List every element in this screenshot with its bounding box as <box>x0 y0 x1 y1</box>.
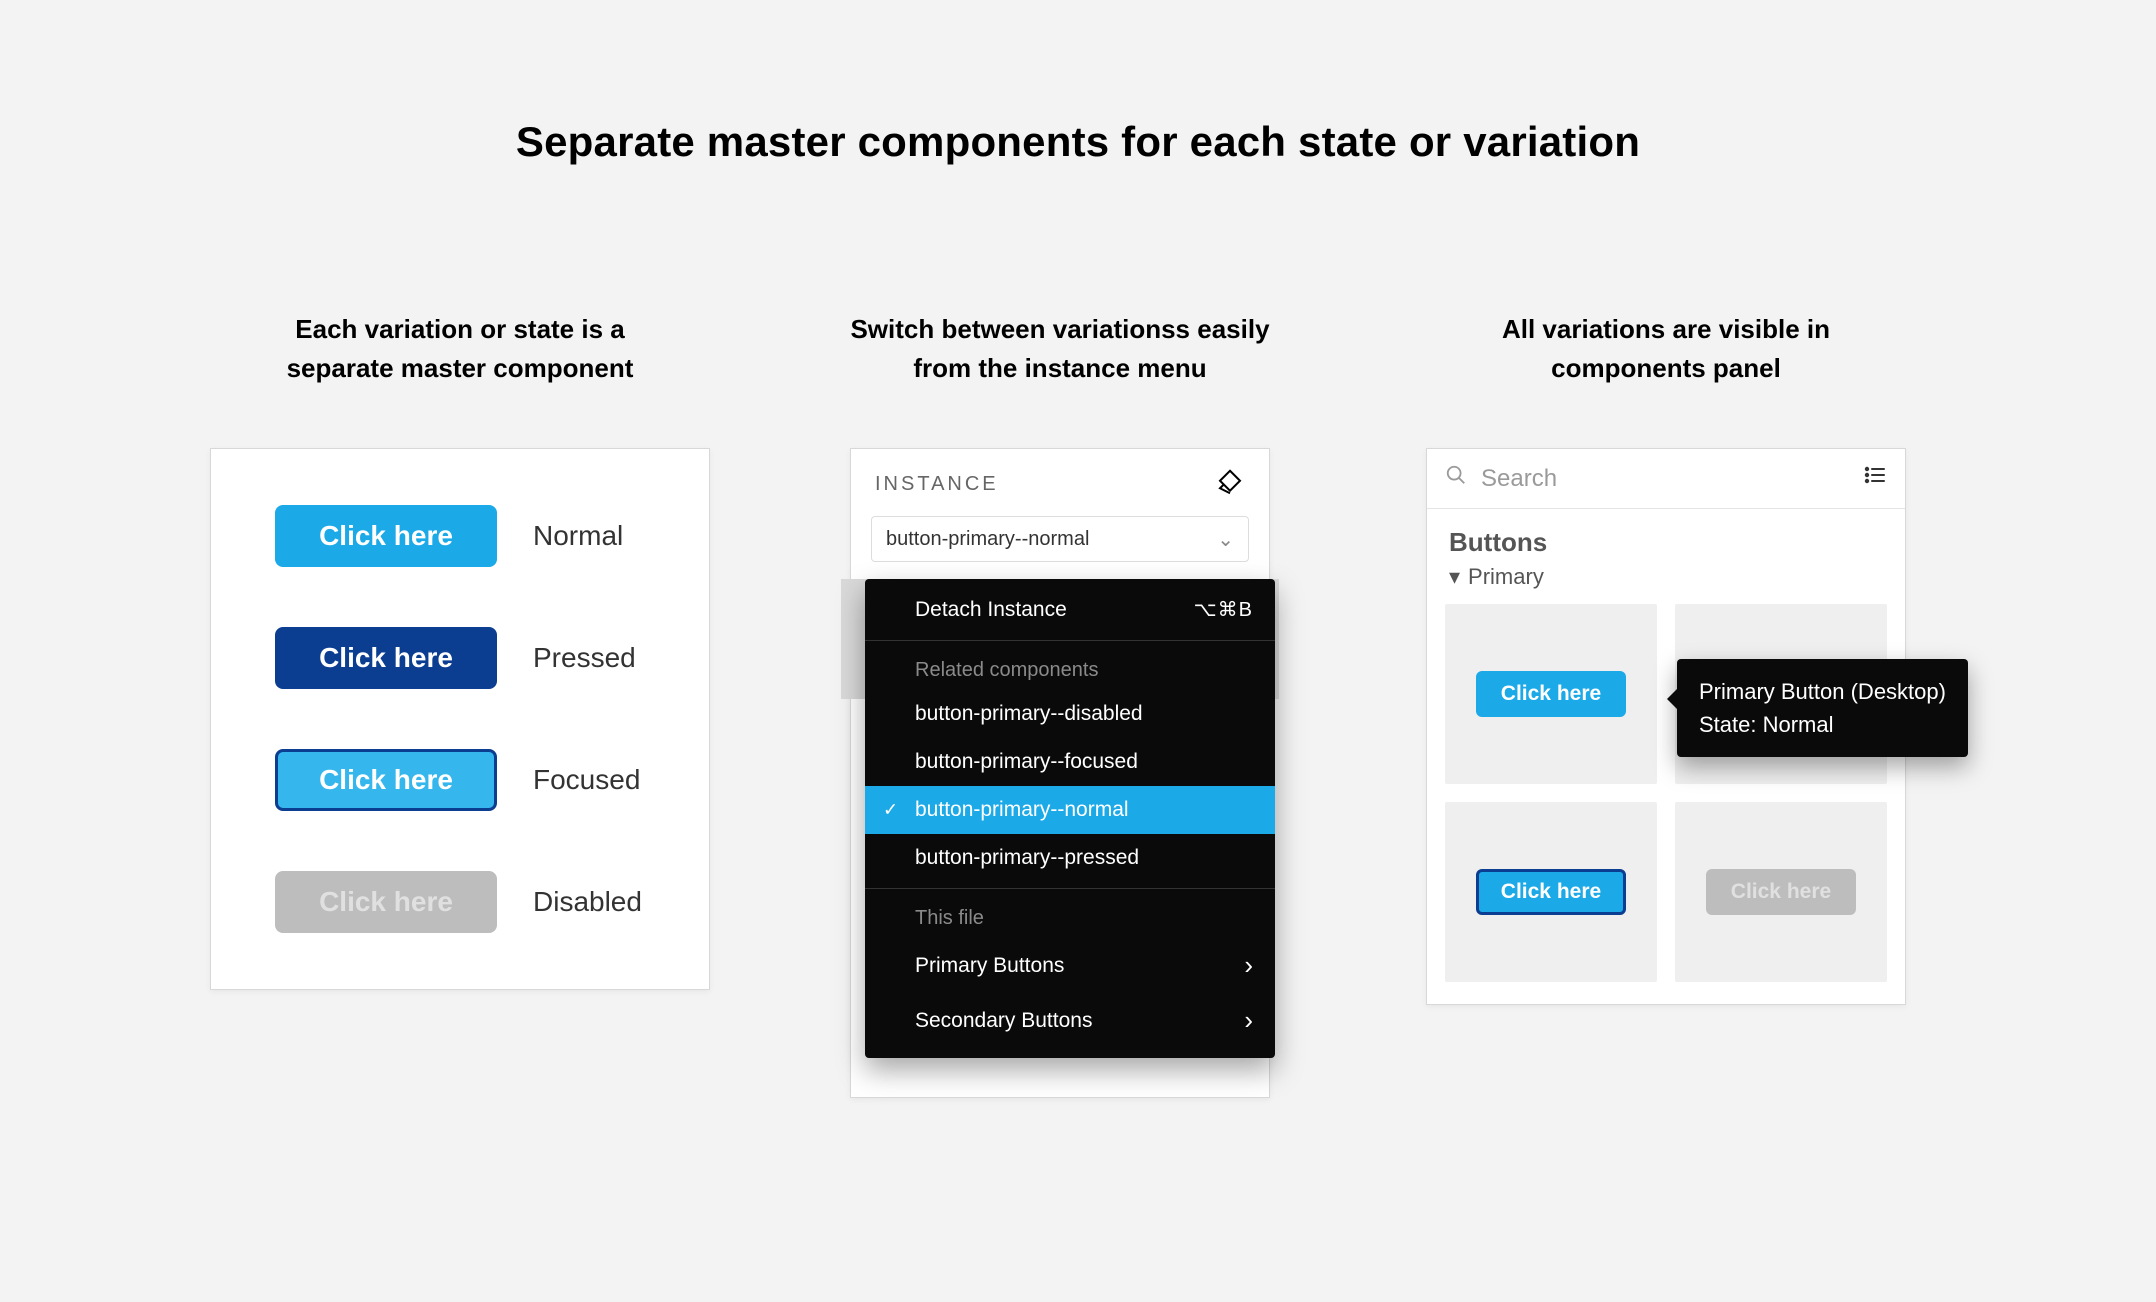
menu-separator <box>865 888 1275 889</box>
column-title-line1: All variations are visible in <box>1502 314 1830 344</box>
thumbnail-button: Click here <box>1476 671 1626 717</box>
tree-item-primary[interactable]: ▾ Primary <box>1427 564 1905 604</box>
component-tooltip: Primary Button (Desktop) State: Normal <box>1677 659 1968 757</box>
example-button-disabled[interactable]: Click here <box>275 871 497 933</box>
component-thumbnail[interactable]: Click here <box>1445 802 1657 982</box>
state-label: Focused <box>533 764 640 796</box>
menu-item-label: Detach Instance <box>915 598 1067 622</box>
section-title: Buttons <box>1427 509 1905 564</box>
instance-select[interactable]: button-primary--normal ⌄ <box>871 516 1249 562</box>
menu-item-label: Primary Buttons <box>915 954 1064 978</box>
menu-item-folder[interactable]: Primary Buttons › <box>865 938 1275 993</box>
state-row: Click here Pressed <box>275 627 665 689</box>
menu-item-label: button-primary--focused <box>915 750 1138 774</box>
state-row: Click here Normal <box>275 505 665 567</box>
check-icon: ✓ <box>883 800 898 821</box>
column-title-line1: Each variation or state is a <box>295 314 624 344</box>
menu-item-component[interactable]: button-primary--disabled <box>865 690 1275 738</box>
menu-item-folder[interactable]: Secondary Buttons › <box>865 993 1275 1048</box>
instance-select-value: button-primary--normal <box>886 528 1089 551</box>
thumbnail-button: Click here <box>1706 869 1856 915</box>
menu-item-label: button-primary--normal <box>915 798 1129 822</box>
column-title: Switch between variationss easily from t… <box>850 310 1270 388</box>
menu-item-label: button-primary--pressed <box>915 846 1139 870</box>
menu-item-label: button-primary--disabled <box>915 702 1143 726</box>
instance-header: INSTANCE <box>851 449 1269 516</box>
chevron-right-icon: › <box>1244 950 1253 981</box>
column-title-line2: from the instance menu <box>913 353 1206 383</box>
menu-item-component[interactable]: button-primary--focused <box>865 738 1275 786</box>
components-panel: Search Buttons ▾ Primary Click here Click… <box>1426 448 1906 1005</box>
state-label: Disabled <box>533 886 642 918</box>
column-components: All variations are visible in components… <box>1426 310 1906 1005</box>
menu-item-component[interactable]: button-primary--pressed <box>865 834 1275 882</box>
column-title: All variations are visible in components… <box>1426 310 1906 388</box>
tree-item-label: Primary <box>1468 564 1544 590</box>
column-instance: Switch between variationss easily from t… <box>850 310 1270 1098</box>
column-title-line2: separate master component <box>287 353 634 383</box>
menu-heading-related: Related components <box>865 647 1275 690</box>
instance-panel: INSTANCE button-primary--normal ⌄ Detach… <box>850 448 1270 1098</box>
component-instance-icon[interactable] <box>1215 467 1245 502</box>
chevron-down-icon: ⌄ <box>1217 527 1234 552</box>
menu-item-component[interactable]: ✓ button-primary--normal <box>865 786 1275 834</box>
keyboard-shortcut: ⌥⌘B <box>1194 597 1253 622</box>
states-panel: Click hereNormalClick herePressedClick h… <box>210 448 710 990</box>
column-title-line1: Switch between variationss easily <box>850 314 1269 344</box>
search-icon[interactable] <box>1445 464 1467 493</box>
menu-heading-this-file: This file <box>865 895 1275 938</box>
component-thumbnail[interactable]: Click here <box>1675 802 1887 982</box>
menu-item-label: Secondary Buttons <box>915 1009 1092 1033</box>
state-row: Click here Focused <box>275 749 665 811</box>
state-row: Click here Disabled <box>275 871 665 933</box>
page-title: Separate master components for each stat… <box>0 118 2156 166</box>
example-button-pressed[interactable]: Click here <box>275 627 497 689</box>
disclosure-triangle-icon: ▾ <box>1449 564 1460 590</box>
column-states: Each variation or state is a separate ma… <box>210 310 710 990</box>
tooltip-line1: Primary Button (Desktop) <box>1699 679 1946 704</box>
chevron-right-icon: › <box>1244 1005 1253 1036</box>
menu-item-detach-instance[interactable]: Detach Instance ⌥⌘B <box>865 585 1275 634</box>
thumbnail-button: Click here <box>1476 869 1626 915</box>
state-label: Normal <box>533 520 623 552</box>
search-row: Search <box>1427 449 1905 509</box>
example-button-focused[interactable]: Click here <box>275 749 497 811</box>
list-view-icon[interactable] <box>1863 463 1887 494</box>
column-title-line2: components panel <box>1551 353 1781 383</box>
component-thumbnail[interactable]: Click here <box>1445 604 1657 784</box>
column-title: Each variation or state is a separate ma… <box>210 310 710 388</box>
state-label: Pressed <box>533 642 636 674</box>
tooltip-line2: State: Normal <box>1699 712 1834 737</box>
example-button-normal[interactable]: Click here <box>275 505 497 567</box>
instance-header-label: INSTANCE <box>875 473 999 496</box>
search-input[interactable]: Search <box>1481 465 1849 493</box>
menu-separator <box>865 640 1275 641</box>
instance-dropdown: Detach Instance ⌥⌘B Related components butt… <box>865 579 1275 1058</box>
